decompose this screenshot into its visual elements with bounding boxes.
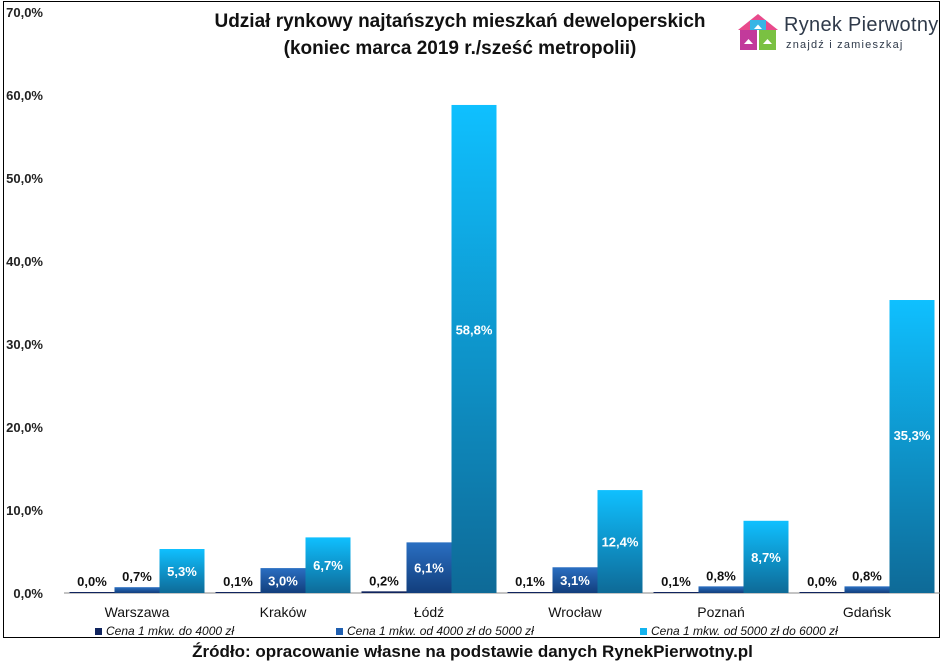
legend-swatch — [640, 628, 647, 635]
y-tick-label: 10,0% — [6, 503, 43, 518]
data-label: 8,7% — [751, 550, 781, 565]
y-tick-label: 0,0% — [13, 586, 43, 601]
data-label: 0,0% — [807, 574, 837, 589]
bar-1 — [653, 592, 699, 593]
bar-3 — [305, 537, 351, 593]
title-line-2: (koniec marca 2019 r./sześć metropolii) — [283, 38, 637, 59]
bar-2 — [698, 586, 744, 593]
bar-1 — [507, 592, 553, 593]
bar-3 — [159, 549, 205, 593]
bar-2 — [406, 542, 452, 593]
x-tick-label: Poznań — [697, 604, 744, 620]
legend-swatch — [336, 628, 343, 635]
x-tick-label: Kraków — [260, 604, 308, 620]
bar-3 — [889, 300, 935, 593]
x-tick-label: Gdańsk — [843, 604, 892, 620]
title-line-1: Udział rynkowy najtańszych mieszkań dewe… — [214, 11, 706, 32]
bar-1 — [361, 591, 407, 593]
chart-title: Udział rynkowy najtańszych mieszkań dewe… — [170, 8, 750, 62]
y-tick-label: 20,0% — [6, 420, 43, 435]
data-label: 6,7% — [313, 558, 343, 573]
bar-1 — [215, 592, 261, 593]
y-tick-label: 40,0% — [6, 254, 43, 269]
bar-2 — [114, 587, 160, 593]
legend-label: Cena 1 mkw. od 4000 zł do 5000 zł — [347, 624, 534, 638]
data-label: 0,1% — [661, 574, 691, 589]
y-tick-label: 50,0% — [6, 171, 43, 186]
bar-2 — [844, 586, 890, 593]
source-note: Źródło: opracowanie własne na podstawie … — [192, 642, 753, 661]
y-tick-label: 30,0% — [6, 337, 43, 352]
bar-1 — [69, 592, 115, 593]
bar-1 — [799, 592, 845, 593]
chart-frame — [3, 1, 940, 638]
data-label: 3,1% — [560, 573, 590, 588]
data-label: 0,1% — [223, 574, 253, 589]
bar-3 — [597, 490, 643, 593]
bar-3 — [451, 104, 497, 594]
y-tick-label: 70,0% — [6, 5, 43, 20]
data-label: 0,7% — [122, 569, 152, 584]
data-label: 5,3% — [167, 564, 197, 579]
logo: Rynek Pierwotny znajdź i zamieszkaj — [734, 8, 938, 58]
x-tick-label: Łódź — [414, 604, 444, 620]
legend-swatch — [95, 628, 102, 635]
data-label: 0,1% — [515, 574, 545, 589]
data-label: 58,8% — [456, 322, 493, 337]
data-label: 6,1% — [414, 561, 444, 576]
data-label: 0,2% — [369, 573, 399, 588]
bar-2 — [552, 567, 598, 593]
legend-label: Cena 1 mkw. od 5000 zł do 6000 zł — [651, 624, 838, 638]
logo-tagline: znajdź i zamieszkaj — [786, 39, 904, 51]
data-label: 3,0% — [268, 574, 298, 589]
x-tick-label: Wrocław — [548, 604, 602, 620]
x-tick-label: Warszawa — [105, 604, 170, 620]
data-label: 12,4% — [602, 535, 639, 550]
logo-name: Rynek Pierwotny — [784, 14, 939, 36]
data-label: 0,0% — [77, 574, 107, 589]
logo-house-icon — [738, 14, 778, 50]
bar-2 — [260, 568, 306, 593]
data-label: 0,8% — [706, 568, 736, 583]
data-label: 0,8% — [852, 568, 882, 583]
data-label: 35,3% — [894, 428, 931, 443]
legend-label: Cena 1 mkw. do 4000 zł — [106, 624, 234, 638]
y-tick-label: 60,0% — [6, 88, 43, 103]
bar-3 — [743, 520, 789, 593]
